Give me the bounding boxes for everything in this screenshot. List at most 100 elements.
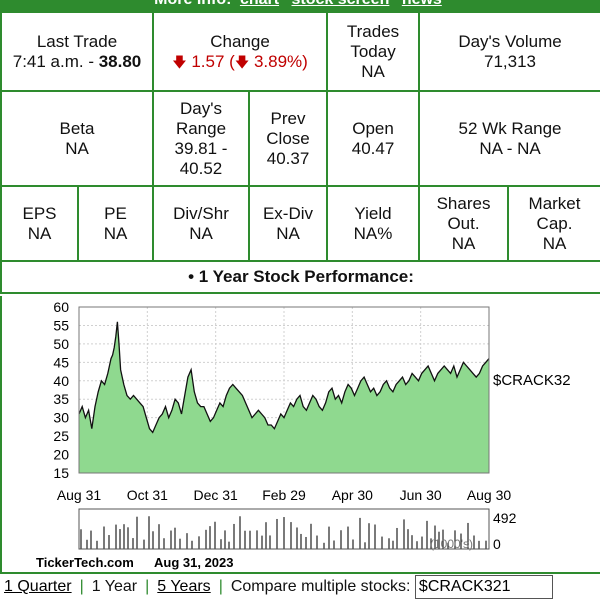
source-label: TickerTech.com: [36, 555, 134, 570]
news-link[interactable]: news: [402, 0, 442, 8]
market-cap-label: Market: [528, 193, 581, 213]
volume-frame: [78, 508, 490, 550]
y-tick-label: 30: [53, 410, 69, 426]
footer-bar: 1 Quarter | 1 Year | 5 Years | Compare multipl…: [0, 572, 600, 602]
y-tick-label: 55: [53, 317, 69, 333]
price-area: [79, 321, 489, 473]
y-tick-label: 15: [53, 465, 69, 481]
x-tick-label: Oct 31: [127, 487, 168, 503]
x-tick-label: Jun 30: [400, 487, 442, 503]
last-trade-price: 38.80: [98, 51, 142, 71]
prev-close-value: 40.37: [266, 148, 310, 168]
change-cell: Change 🡇 1.57 (🡇 3.89%): [151, 11, 329, 92]
y-tick-label: 60: [53, 299, 69, 315]
open-cell: Open 40.47: [326, 90, 421, 187]
compare-input[interactable]: [414, 575, 553, 599]
last-trade-time: 7:41 a.m. -: [12, 51, 99, 71]
price-line: [78, 321, 490, 434]
separator: |: [145, 578, 150, 595]
x-tick-label: Dec 31: [193, 487, 238, 503]
chart-area: 60 55 50 45 40 35 30 25 20 15 Aug 31 Oct 31 Dec 31 F…: [0, 296, 600, 572]
more-info-bar: More Info: chart stock screen news: [0, 0, 600, 11]
quote-table: Last Trade 7:41 a.m. - 38.80 Change 🡇 1.…: [0, 11, 600, 294]
y-tick-label: 25: [53, 428, 69, 444]
days-range-cell: Day's Range 39.81 - 40.52: [152, 90, 250, 187]
last-trade-label: Last Trade: [36, 31, 118, 51]
beta-cell: Beta NA: [0, 90, 154, 187]
prev-close-label-2: Close: [266, 128, 310, 148]
y-tick-label: 40: [53, 373, 69, 389]
trades-today-label-2: Today: [350, 41, 396, 61]
trades-today-label: Trades: [346, 21, 400, 41]
eps-cell: EPS NA: [0, 185, 79, 262]
yield-cell: Yield NA%: [326, 185, 421, 262]
x-tick-label: Feb 29: [262, 487, 306, 503]
chart-link[interactable]: chart: [240, 0, 279, 8]
days-volume-value: 71,313: [484, 51, 537, 71]
performance-title: • 1 Year Stock Performance:: [0, 260, 600, 294]
pe-label: PE: [104, 203, 127, 223]
shares-value: NA: [451, 233, 476, 253]
trades-today-cell: Trades Today NA: [326, 11, 421, 92]
open-label: Open: [352, 118, 394, 138]
market-cap-label-2: Cap.: [536, 213, 573, 233]
days-volume-label: Day's Volume: [458, 31, 562, 51]
more-info-label: More Info:: [154, 0, 231, 8]
div-label: Div/Shr: [173, 203, 229, 223]
compare-label: Compare multiple stocks:: [230, 578, 411, 595]
days-range-low: 39.81 -: [174, 138, 228, 158]
eps-label: EPS: [22, 203, 57, 223]
pe-value: NA: [103, 223, 128, 243]
market-cap-cell: Market Cap. NA: [507, 185, 600, 262]
eps-value: NA: [27, 223, 52, 243]
change-value: 1.57: [191, 51, 225, 71]
exdiv-label: Ex-Div: [262, 203, 314, 223]
five-years-link[interactable]: 5 Years: [157, 578, 211, 595]
exdiv-cell: Ex-Div NA: [247, 185, 329, 262]
days-volume-cell: Day's Volume 71,313: [418, 11, 600, 92]
last-trade-cell: Last Trade 7:41 a.m. - 38.80: [0, 11, 154, 92]
div-cell: Div/Shr NA: [152, 185, 250, 262]
stock-screen-link[interactable]: stock screen: [292, 0, 390, 8]
volume-units: (1000's): [430, 537, 473, 551]
y-tick-label: 45: [53, 354, 69, 370]
trades-today-value: NA: [361, 61, 385, 81]
y-tick-label: 50: [53, 336, 69, 352]
one-quarter-link[interactable]: 1 Quarter: [4, 578, 72, 595]
wk52-label: 52 Wk Range: [458, 118, 562, 138]
yield-label: Yield: [354, 203, 392, 223]
prev-close-cell: Prev Close 40.37: [247, 90, 329, 187]
yield-value: NA%: [353, 223, 393, 243]
x-tick-label: Aug 31: [57, 487, 102, 503]
beta-label: Beta: [59, 118, 95, 138]
y-tick-label: 35: [53, 391, 69, 407]
volume-tick-min: 0: [493, 536, 501, 552]
market-cap-value: NA: [542, 233, 567, 253]
one-year-label: 1 Year: [91, 578, 138, 595]
prev-close-label: Prev: [270, 108, 306, 128]
down-arrow-icon: 🡇: [172, 53, 187, 70]
exdiv-value: NA: [276, 223, 300, 243]
div-value: NA: [189, 223, 213, 243]
plot-frame: [78, 306, 490, 474]
change-pct: 3.89%: [253, 51, 303, 71]
days-range-high: 40.52: [179, 158, 223, 178]
days-range-label: Day's: [180, 98, 222, 118]
price-chart: 60 55 50 45 40 35 30 25 20 15 Aug 31 Oct 31 Dec 31 F…: [36, 299, 571, 570]
open-value: 40.47: [351, 138, 395, 158]
x-tick-label: Aug 30: [467, 487, 512, 503]
x-tick-label: Apr 30: [332, 487, 373, 503]
shares-label: Shares: [436, 193, 491, 213]
separator: |: [218, 578, 223, 595]
beta-value: NA: [65, 138, 89, 158]
wk52-range-cell: 52 Wk Range NA - NA: [418, 90, 600, 187]
separator: |: [79, 578, 84, 595]
volume-tick-max: 492: [493, 510, 517, 526]
chart-date: Aug 31, 2023: [154, 555, 234, 570]
change-label: Change: [210, 31, 270, 51]
shares-out-cell: Shares Out. NA: [418, 185, 510, 262]
days-range-label-2: Range: [175, 118, 227, 138]
shares-label-2: Out.: [447, 213, 480, 233]
wk52-value: NA - NA: [479, 138, 541, 158]
pe-cell: PE NA: [77, 185, 154, 262]
